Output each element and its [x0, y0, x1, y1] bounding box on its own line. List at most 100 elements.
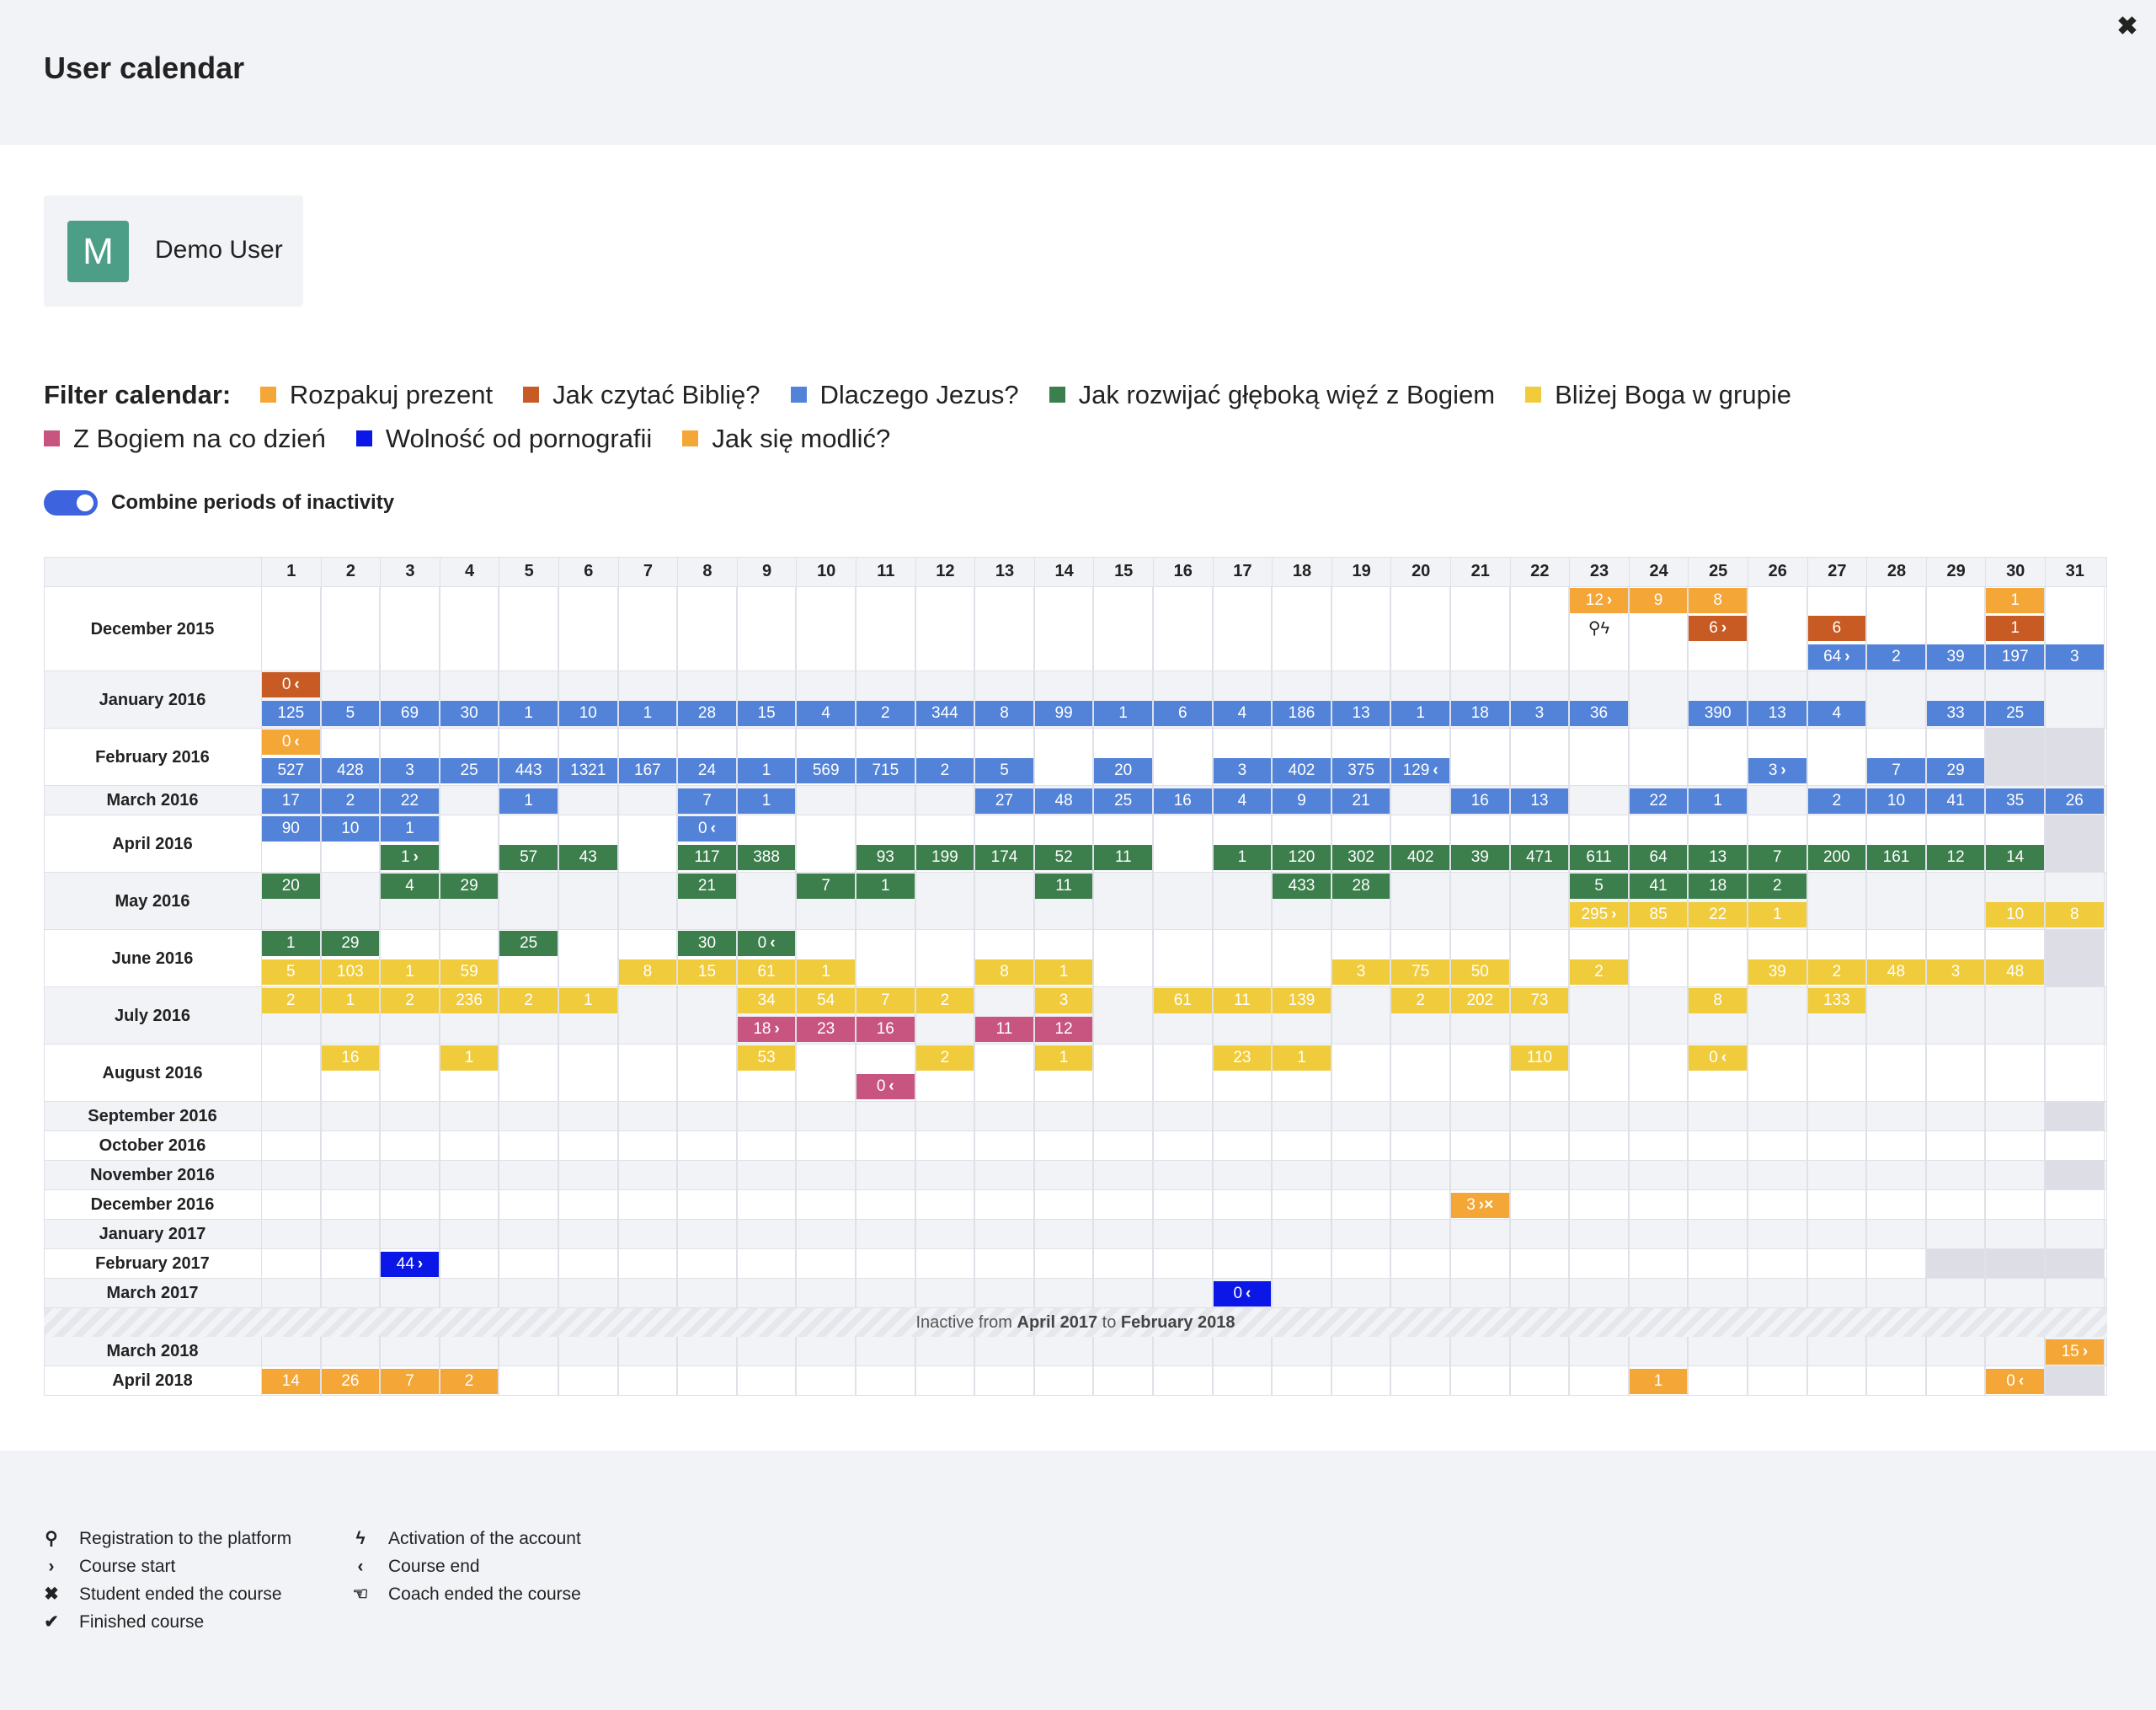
activity-bar[interactable]: 4 — [797, 701, 855, 726]
activity-bar[interactable]: 53 — [737, 1045, 796, 1071]
activity-bar[interactable]: 2 — [915, 988, 974, 1013]
activity-bar[interactable]: 48 — [1986, 959, 2044, 985]
activity-bar[interactable]: 471 — [1510, 845, 1569, 870]
activity-bar[interactable]: 2 — [915, 758, 974, 783]
filter-course-5[interactable]: Bliżej Boga w grupie — [1525, 373, 1791, 417]
activity-bar[interactable]: 200 — [1807, 845, 1866, 870]
activity-bar[interactable]: 3 › — [1748, 758, 1806, 783]
activity-bar[interactable]: 6 — [1807, 616, 1866, 642]
activity-bar[interactable]: 15 — [678, 959, 736, 985]
activity-bar[interactable]: 0 ‹ — [857, 1074, 915, 1099]
activity-bar[interactable]: 11 — [1094, 845, 1152, 870]
activity-bar[interactable]: 1 — [1986, 588, 2044, 613]
activity-bar[interactable]: 2 — [440, 1369, 499, 1394]
activity-bar[interactable]: 202 — [1451, 988, 1509, 1013]
activity-bar[interactable]: 161 — [1867, 845, 1925, 870]
activity-bar[interactable]: 1 — [1213, 845, 1272, 870]
activity-bar[interactable]: 174 — [975, 845, 1033, 870]
activity-bar[interactable]: 1 — [499, 701, 558, 726]
activity-bar[interactable]: 133 — [1807, 988, 1866, 1013]
activity-bar[interactable]: 22 — [381, 788, 439, 814]
activity-bar[interactable]: 402 — [1391, 845, 1449, 870]
activity-bar[interactable]: 14 — [1986, 845, 2044, 870]
activity-bar[interactable]: 64 — [1629, 845, 1688, 870]
activity-bar[interactable]: 117 — [678, 845, 736, 870]
activity-bar[interactable]: 90 — [262, 816, 320, 842]
activity-bar[interactable]: 50 — [1451, 959, 1509, 985]
activity-bar[interactable]: 2 — [1391, 988, 1449, 1013]
activity-bar[interactable]: 29 — [1926, 758, 1985, 783]
activity-bar[interactable]: 10 — [1986, 902, 2044, 927]
activity-bar[interactable]: 11 — [975, 1017, 1033, 1042]
activity-bar[interactable]: 7 — [1867, 758, 1925, 783]
activity-bar[interactable]: 52 — [1034, 845, 1093, 870]
activity-bar[interactable]: 1 — [1391, 701, 1449, 726]
activity-bar[interactable]: 302 — [1331, 845, 1390, 870]
activity-bar[interactable]: 1 — [1034, 959, 1093, 985]
activity-bar[interactable]: 12 › — [1570, 588, 1628, 613]
activity-bar[interactable]: 10 — [1867, 788, 1925, 814]
activity-bar[interactable]: 16 — [1154, 788, 1212, 814]
activity-bar[interactable]: 36 — [1570, 701, 1628, 726]
activity-bar[interactable]: 1 — [499, 788, 558, 814]
activity-bar[interactable]: 35 — [1986, 788, 2044, 814]
activity-bar[interactable]: 8 — [1689, 988, 1747, 1013]
activity-bar[interactable]: 0 ‹ — [262, 672, 320, 697]
activity-bar[interactable]: 2 — [915, 1045, 974, 1071]
activity-bar[interactable]: 1 — [797, 959, 855, 985]
activity-bar[interactable]: 295 › — [1570, 902, 1628, 927]
activity-bar[interactable]: 2 — [1570, 959, 1628, 985]
activity-bar[interactable]: 12 — [1034, 1017, 1093, 1042]
activity-bar[interactable]: 22 — [1629, 788, 1688, 814]
activity-bar[interactable]: 73 — [1510, 988, 1569, 1013]
activity-bar[interactable]: 54 — [797, 988, 855, 1013]
activity-bar[interactable]: 1 — [1748, 902, 1806, 927]
activity-bar[interactable]: 0 ‹ — [1689, 1045, 1747, 1071]
activity-bar[interactable]: 0 ‹ — [1213, 1281, 1272, 1307]
activity-bar[interactable]: 21 — [678, 874, 736, 899]
combine-inactivity-toggle[interactable] — [44, 490, 98, 516]
activity-bar[interactable]: 27 — [975, 788, 1033, 814]
activity-bar[interactable]: 236 — [440, 988, 499, 1013]
activity-bar[interactable]: 15 › — [2046, 1339, 2104, 1365]
activity-bar[interactable]: 2 — [857, 701, 915, 726]
activity-bar[interactable]: 25 — [1094, 788, 1152, 814]
activity-bar[interactable]: 2 — [262, 988, 320, 1013]
activity-bar[interactable]: 22 — [1689, 902, 1747, 927]
activity-bar[interactable]: 24 — [678, 758, 736, 783]
activity-bar[interactable]: 13 — [1331, 701, 1390, 726]
activity-bar[interactable]: 28 — [1331, 874, 1390, 899]
activity-bar[interactable]: 39 — [1926, 644, 1985, 670]
filter-course-7[interactable]: Wolność od pornografii — [355, 417, 652, 461]
activity-bar[interactable]: 61 — [737, 959, 796, 985]
activity-bar[interactable]: 39 — [1451, 845, 1509, 870]
activity-bar[interactable]: 7 — [381, 1369, 439, 1394]
activity-bar[interactable]: 13 — [1510, 788, 1569, 814]
activity-bar[interactable]: 39 — [1748, 959, 1806, 985]
activity-bar[interactable]: 30 — [440, 701, 499, 726]
activity-bar[interactable]: 8 — [2046, 902, 2104, 927]
activity-bar[interactable]: 34 — [737, 988, 796, 1013]
activity-bar[interactable]: 44 › — [381, 1252, 439, 1277]
activity-bar[interactable]: 3 — [1034, 988, 1093, 1013]
activity-bar[interactable]: 1 — [1629, 1369, 1688, 1394]
activity-bar[interactable]: 375 — [1331, 758, 1390, 783]
activity-bar[interactable]: 1 — [381, 816, 439, 842]
activity-bar[interactable]: 402 — [1273, 758, 1331, 783]
activity-bar[interactable]: 16 — [857, 1017, 915, 1042]
activity-bar[interactable]: 85 — [1629, 902, 1688, 927]
activity-bar[interactable]: 4 — [381, 874, 439, 899]
activity-bar[interactable]: 199 — [915, 845, 974, 870]
activity-bar[interactable]: 18 — [1689, 874, 1747, 899]
activity-bar[interactable]: 25 — [1986, 701, 2044, 726]
activity-bar[interactable]: 25 — [499, 931, 558, 956]
activity-bar[interactable]: 28 — [678, 701, 736, 726]
activity-bar[interactable]: 93 — [857, 845, 915, 870]
activity-bar[interactable]: 4 — [1807, 701, 1866, 726]
activity-bar[interactable]: 1 — [737, 758, 796, 783]
activity-bar[interactable]: 29 — [440, 874, 499, 899]
activity-bar[interactable]: 4 — [1213, 788, 1272, 814]
activity-bar[interactable]: 1 — [737, 788, 796, 814]
activity-bar[interactable]: 186 — [1273, 701, 1331, 726]
activity-bar[interactable]: 29 — [321, 931, 380, 956]
